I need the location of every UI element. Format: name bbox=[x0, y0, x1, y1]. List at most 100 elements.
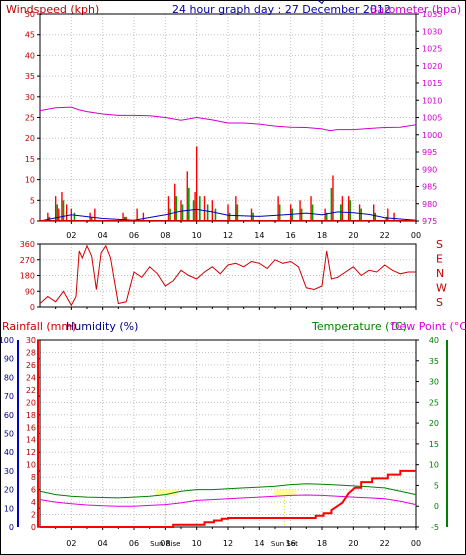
windspeed-tick-label: 0 bbox=[30, 217, 35, 226]
top-xtick-label: 16 bbox=[286, 231, 296, 240]
humidity-tick-label: 90 bbox=[4, 355, 14, 364]
windspeed-tick-label: 20 bbox=[25, 134, 35, 143]
temperature-tick-label: -5 bbox=[431, 523, 439, 532]
barometer-tick-label: 985 bbox=[422, 183, 437, 192]
rainfall-tick-label: 2 bbox=[31, 511, 36, 520]
rainfall-tick-label: 8 bbox=[31, 473, 36, 482]
rainfall-tick-label: 6 bbox=[31, 486, 36, 495]
rainfall-tick-label: 28 bbox=[26, 348, 36, 357]
top-xtick-label: 02 bbox=[66, 231, 76, 240]
compass-label-w: W bbox=[436, 282, 447, 295]
temperature-tick-label: 15 bbox=[429, 440, 439, 449]
rainfall-tick-label: 14 bbox=[26, 436, 36, 445]
bot-xtick-label: 00 bbox=[411, 539, 421, 548]
wind-average-line bbox=[39, 208, 417, 222]
bot-xtick-label: 16 bbox=[286, 539, 296, 548]
windspeed-tick-label: 35 bbox=[25, 72, 35, 81]
daylight-marker bbox=[155, 489, 178, 496]
bot-xtick-label: 02 bbox=[66, 539, 76, 548]
bot-xtick-label: 20 bbox=[348, 539, 358, 548]
temperature-humidity-rain-panel: 0102030405060708090100024681012141618202… bbox=[0, 0, 448, 548]
direction-tick-label: 90 bbox=[25, 287, 35, 296]
temperature-tick-label: 20 bbox=[429, 419, 439, 428]
rainfall-tick-label: 24 bbox=[26, 373, 36, 382]
compass-label-n: N bbox=[436, 267, 444, 280]
windspeed-tick-label: 45 bbox=[25, 31, 35, 40]
temperature-tick-label: 0 bbox=[434, 502, 439, 511]
humidity-axis-label: Humidity (%) bbox=[66, 320, 138, 333]
top-xtick-label: 08 bbox=[160, 231, 170, 240]
compass-label-s: S bbox=[436, 238, 443, 251]
bot-xtick-label: 10 bbox=[192, 539, 202, 548]
rainfall-tick-label: 4 bbox=[31, 498, 36, 507]
temperature-tick-label: 5 bbox=[434, 481, 439, 490]
temperature-tick-label: 10 bbox=[429, 461, 439, 470]
barometer-tick-label: 1025 bbox=[422, 45, 442, 54]
temperature-tick-label: 25 bbox=[429, 398, 439, 407]
compass-label-s: S bbox=[436, 296, 443, 309]
windspeed-tick-label: 30 bbox=[25, 93, 35, 102]
top-xtick-label: 18 bbox=[317, 231, 327, 240]
barometer-axis-label: Barometer (hpa) bbox=[370, 3, 461, 16]
bot-xtick-label: 12 bbox=[223, 539, 233, 548]
temperature-tick-label: 30 bbox=[429, 378, 439, 387]
barometer-tick-label: 1000 bbox=[422, 131, 442, 140]
humidity-tick-label: 10 bbox=[4, 504, 14, 513]
humidity-tick-label: 0 bbox=[9, 523, 14, 532]
barometer-line bbox=[39, 106, 417, 132]
barometer-tick-label: 990 bbox=[422, 165, 437, 174]
rainfall-tick-label: 10 bbox=[26, 461, 36, 470]
temperature-tick-label: 40 bbox=[429, 336, 439, 345]
bot-xtick-label: 22 bbox=[380, 539, 390, 548]
mid-plot-frame bbox=[39, 243, 417, 308]
top-xtick-label: 04 bbox=[98, 231, 108, 240]
barometer-tick-label: 1030 bbox=[422, 27, 442, 36]
windspeed-tick-label: 5 bbox=[30, 196, 35, 205]
barometer-tick-label: 1020 bbox=[422, 62, 442, 71]
rainfall-tick-label: 0 bbox=[31, 523, 36, 532]
humidity-tick-label: 50 bbox=[4, 430, 14, 439]
rainfall-tick-label: 22 bbox=[26, 386, 36, 395]
windspeed-tick-label: 40 bbox=[25, 51, 35, 60]
barometer-tick-label: 1035 bbox=[422, 10, 442, 19]
direction-tick-label: 270 bbox=[20, 256, 35, 265]
rainfall-axis-label: Rainfall (mm) bbox=[2, 320, 76, 333]
humidity-tick-label: 20 bbox=[4, 486, 14, 495]
humidity-tick-label: 70 bbox=[4, 392, 14, 401]
windspeed-tick-label: 25 bbox=[25, 114, 35, 123]
windspeed-axis-label: Windspeed (kph) bbox=[6, 3, 99, 16]
temperature-line bbox=[39, 483, 417, 499]
top-xtick-label: 12 bbox=[223, 231, 233, 240]
rainfall-tick-label: 20 bbox=[26, 398, 36, 407]
barometer-tick-label: 975 bbox=[422, 217, 437, 226]
rainfall-tick-label: 16 bbox=[26, 423, 36, 432]
temperature-tick-label: 35 bbox=[429, 357, 439, 366]
top-xtick-label: 22 bbox=[380, 231, 390, 240]
bot-xtick-label: 14 bbox=[254, 539, 264, 548]
humidity-tick-label: 30 bbox=[4, 467, 14, 476]
direction-tick-label: 180 bbox=[20, 272, 35, 281]
sun-event-label: Sun Set bbox=[271, 540, 298, 548]
top-xtick-label: 14 bbox=[254, 231, 264, 240]
compass-label-e: E bbox=[436, 253, 443, 266]
bot-xtick-label: 18 bbox=[317, 539, 327, 548]
windspeed-tick-label: 15 bbox=[25, 155, 35, 164]
rainfall-tick-label: 30 bbox=[26, 336, 36, 345]
dewpoint-axis-label: Dew Point (°C) bbox=[391, 320, 466, 333]
windspeed-tick-label: 10 bbox=[25, 176, 35, 185]
direction-tick-label: 0 bbox=[30, 303, 35, 312]
barometer-tick-label: 1015 bbox=[422, 79, 442, 88]
wind-direction-line bbox=[39, 244, 416, 307]
temperature-axis-label: Temperature (°C) bbox=[311, 320, 407, 333]
daylight-marker bbox=[274, 489, 297, 496]
humidity-tick-label: 80 bbox=[4, 373, 14, 382]
top-xtick-label: 10 bbox=[192, 231, 202, 240]
barometer-tick-label: 995 bbox=[422, 148, 437, 157]
rainfall-tick-label: 26 bbox=[26, 361, 36, 370]
bot-xtick-label: 06 bbox=[129, 539, 139, 548]
top-xtick-label: 06 bbox=[129, 231, 139, 240]
bottom-plot-frame bbox=[39, 339, 417, 528]
top-plot-frame bbox=[39, 13, 417, 222]
